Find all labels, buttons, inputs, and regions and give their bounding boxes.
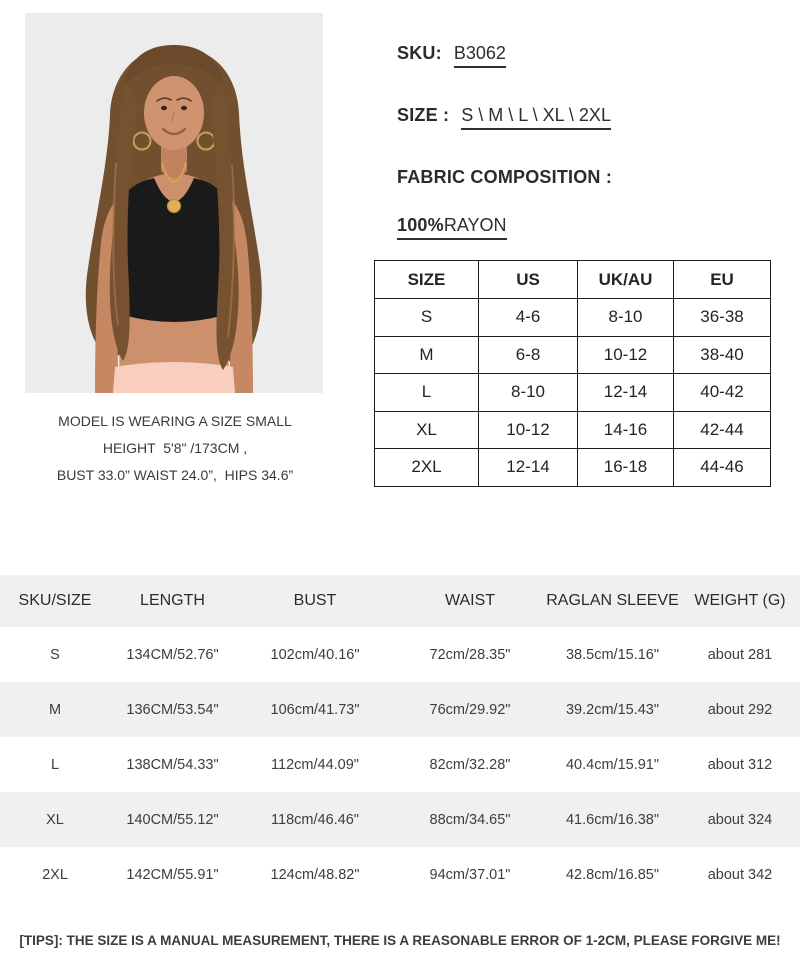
table-cell: 42-44 bbox=[673, 410, 771, 449]
table-cell: S bbox=[374, 298, 479, 337]
model-note: MODEL IS WEARING A SIZE SMALL HEIGHT 5'8… bbox=[20, 408, 330, 489]
table-cell: 6-8 bbox=[478, 335, 578, 374]
table-cell: L bbox=[50, 756, 60, 773]
table-cell: 138CM/54.33" bbox=[126, 756, 219, 773]
table-cell: M bbox=[0, 682, 110, 737]
table-cell: 39.2cm/15.43" bbox=[545, 682, 680, 737]
table-cell: about 281 bbox=[707, 646, 773, 663]
table-cell: 106cm/41.73" bbox=[235, 682, 395, 737]
composition-value: 100%RAYON bbox=[397, 215, 507, 240]
table-cell: 102cm/40.16" bbox=[270, 646, 360, 663]
table-row: S 4-6 8-10 36-38 bbox=[374, 298, 771, 337]
table-cell: about 324 bbox=[680, 792, 800, 847]
table-cell: 136CM/53.54" bbox=[110, 682, 235, 737]
column-header: SKU/SIZE bbox=[0, 575, 110, 627]
fabric-row: FABRIC COMPOSITION : bbox=[377, 146, 612, 209]
composition-material: RAYON bbox=[443, 215, 507, 235]
table-header-row: SIZE US UK/AU EU bbox=[374, 260, 771, 299]
table-cell: 118cm/46.46" bbox=[235, 792, 395, 847]
fabric-label: FABRIC COMPOSITION : bbox=[397, 167, 613, 187]
table-row: M 6-8 10-12 38-40 bbox=[374, 335, 771, 374]
column-header: LENGTH bbox=[110, 575, 235, 627]
table-cell: 12-14 bbox=[577, 373, 674, 412]
size-conversion-section: SIZE US UK/AU EU S 4-6 8-10 36-38 M 6-8 … bbox=[374, 260, 771, 487]
table-cell: 38-40 bbox=[673, 335, 771, 374]
column-header: BUST bbox=[235, 575, 395, 627]
table-row: L 8-10 12-14 40-42 bbox=[374, 373, 771, 412]
table-row: XL 10-12 14-16 42-44 bbox=[374, 410, 771, 449]
measurement-section: SKU/SIZE LENGTH BUST WAIST RAGLAN SLEEVE… bbox=[0, 575, 800, 902]
sku-value: B3062 bbox=[453, 43, 506, 68]
composition-row: 100%RAYON bbox=[377, 194, 507, 257]
table-cell: L bbox=[374, 373, 479, 412]
table-cell: 124cm/48.82" bbox=[270, 866, 360, 883]
table-cell: 72cm/28.35" bbox=[429, 646, 511, 663]
table-cell: 14-16 bbox=[577, 410, 674, 449]
size-conversion-table: SIZE US UK/AU EU S 4-6 8-10 36-38 M 6-8 … bbox=[374, 260, 771, 487]
table-row: L 138CM/54.33" 112cm/44.09" 82cm/32.28" … bbox=[0, 737, 800, 792]
table-row: 2XL 142CM/55.91" 124cm/48.82" 94cm/37.01… bbox=[0, 847, 800, 902]
model-note-line1: MODEL IS WEARING A SIZE SMALL bbox=[58, 413, 292, 429]
table-cell: 2XL bbox=[42, 866, 68, 883]
table-cell: 40.4cm/15.91" bbox=[565, 756, 659, 773]
table-row: 2XL 12-14 16-18 44-46 bbox=[374, 448, 771, 487]
model-illustration bbox=[25, 13, 323, 393]
sku-label: SKU: bbox=[397, 43, 442, 63]
table-cell: about 342 bbox=[707, 866, 773, 883]
column-header: WEIGHT (G) bbox=[680, 575, 800, 627]
table-cell: 82cm/32.28" bbox=[429, 756, 511, 773]
product-photo bbox=[25, 13, 323, 393]
table-cell: 140CM/55.12" bbox=[110, 792, 235, 847]
column-header: UK/AU bbox=[577, 260, 674, 299]
table-cell: XL bbox=[374, 410, 479, 449]
table-row: M 136CM/53.54" 106cm/41.73" 76cm/29.92" … bbox=[0, 682, 800, 737]
table-cell: 40-42 bbox=[673, 373, 771, 412]
table-cell: 142CM/55.91" bbox=[126, 866, 219, 883]
table-cell: 38.5cm/15.16" bbox=[565, 646, 659, 663]
table-cell: 76cm/29.92" bbox=[395, 682, 545, 737]
table-cell: 2XL bbox=[374, 448, 479, 487]
size-value: S \ M \ L \ XL \ 2XL bbox=[461, 105, 611, 130]
size-row: SIZE : S \ M \ L \ XL \ 2XL bbox=[377, 84, 611, 147]
table-cell: 8-10 bbox=[478, 373, 578, 412]
model-note-line3: BUST 33.0” WAIST 24.0”, HIPS 34.6” bbox=[56, 467, 294, 483]
measurement-table: SKU/SIZE LENGTH BUST WAIST RAGLAN SLEEVE… bbox=[0, 575, 800, 902]
column-header: SIZE bbox=[374, 260, 479, 299]
column-header: US bbox=[478, 260, 578, 299]
column-header: EU bbox=[673, 260, 771, 299]
table-cell: 41.6cm/16.38" bbox=[545, 792, 680, 847]
table-cell: about 292 bbox=[680, 682, 800, 737]
composition-percent: 100% bbox=[397, 215, 444, 235]
table-row: XL 140CM/55.12" 118cm/46.46" 88cm/34.65"… bbox=[0, 792, 800, 847]
column-header: RAGLAN SLEEVE bbox=[545, 575, 680, 627]
table-cell: 36-38 bbox=[673, 298, 771, 337]
table-cell: 112cm/44.09" bbox=[271, 756, 359, 773]
table-cell: 88cm/34.65" bbox=[395, 792, 545, 847]
table-cell: 44-46 bbox=[673, 448, 771, 487]
model-note-line2: HEIGHT 5'8" /173CM , bbox=[102, 440, 248, 456]
table-cell: 42.8cm/16.85" bbox=[565, 866, 659, 883]
table-cell: 10-12 bbox=[577, 335, 674, 374]
table-cell: 134CM/52.76" bbox=[126, 646, 219, 663]
table-cell: S bbox=[50, 646, 60, 663]
table-row: S 134CM/52.76" 102cm/40.16" 72cm/28.35" … bbox=[0, 627, 800, 682]
table-cell: 8-10 bbox=[577, 298, 674, 337]
table-cell: 12-14 bbox=[478, 448, 578, 487]
table-cell: 16-18 bbox=[577, 448, 674, 487]
sku-row: SKU: B3062 bbox=[377, 22, 506, 85]
tips-note: [TIPS]: THE SIZE IS A MANUAL MEASUREMENT… bbox=[19, 933, 781, 948]
table-cell: 94cm/37.01" bbox=[429, 866, 511, 883]
table-cell: M bbox=[374, 335, 479, 374]
column-header: WAIST bbox=[395, 575, 545, 627]
table-cell: about 312 bbox=[707, 756, 773, 773]
table-cell: 10-12 bbox=[478, 410, 578, 449]
table-header-row: SKU/SIZE LENGTH BUST WAIST RAGLAN SLEEVE… bbox=[0, 575, 800, 627]
table-cell: 4-6 bbox=[478, 298, 578, 337]
size-label: SIZE : bbox=[397, 105, 450, 125]
table-cell: XL bbox=[0, 792, 110, 847]
